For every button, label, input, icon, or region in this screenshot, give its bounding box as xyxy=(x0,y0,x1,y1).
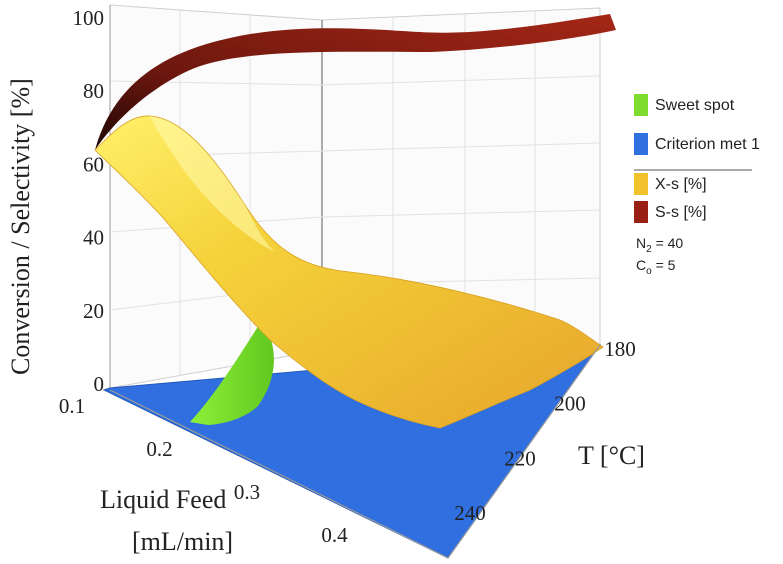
z-tick-label-4: 80 xyxy=(83,79,104,103)
surface-s-s xyxy=(95,14,616,150)
legend-param-co-sub: o xyxy=(646,266,652,277)
legend-param-co: Co = 5 xyxy=(636,257,676,277)
legend-param-n2: N2 = 40 xyxy=(636,235,683,255)
z-axis-title: Conversion / Selectivity [%] xyxy=(6,78,35,375)
y-tick-label-0: 180 xyxy=(604,337,636,361)
y-axis-line xyxy=(447,344,601,559)
x-tick-label-0: 0.1 xyxy=(59,394,85,418)
legend-swatch-0 xyxy=(634,94,648,116)
z-tick-label-5: 100 xyxy=(73,6,105,30)
y-axis-title: T [°C] xyxy=(578,441,645,470)
y-axis-ticks: 180 200 220 240 xyxy=(454,337,636,525)
surface-x-s-shading xyxy=(150,116,275,252)
legend-label-0: Sweet spot xyxy=(655,97,735,114)
x-axis-title-line1: Liquid Feed xyxy=(100,485,226,514)
y-tick-label-3: 240 xyxy=(454,501,486,525)
z-tick-label-1: 20 xyxy=(83,299,104,323)
y-tick-label-2: 220 xyxy=(504,446,536,470)
z-tick-label-3: 60 xyxy=(83,152,104,176)
legend-param-n2-sub: 2 xyxy=(646,244,652,255)
legend-label-1: Criterion met 1 xyxy=(655,136,760,153)
floor-region-sweet-spot xyxy=(190,320,274,425)
x-axis-title-line2: [mL/min] xyxy=(132,527,233,556)
z-axis-ticks: 0 20 40 60 80 100 xyxy=(73,6,105,396)
x-tick-label-3: 0.4 xyxy=(321,523,348,547)
z-tick-label-2: 40 xyxy=(83,226,104,250)
front-axis-edges xyxy=(109,344,601,559)
x-axis-line xyxy=(109,389,449,559)
x-axis-ticks: 0.10.20.30.40.5 xyxy=(59,394,348,547)
y-tick-label-1: 200 xyxy=(554,392,586,416)
legend-swatch-3 xyxy=(634,201,648,223)
x-tick-label-1: 0.2 xyxy=(146,437,172,461)
legend-swatch-2 xyxy=(634,173,648,195)
z-tick-label-0: 0 xyxy=(94,372,105,396)
legend-label-3: S-s [%] xyxy=(655,204,707,221)
legend-label-2: X-s [%] xyxy=(655,176,707,193)
x-tick-label-2: 0.3 xyxy=(234,480,260,504)
legend-swatch-1 xyxy=(634,133,648,155)
